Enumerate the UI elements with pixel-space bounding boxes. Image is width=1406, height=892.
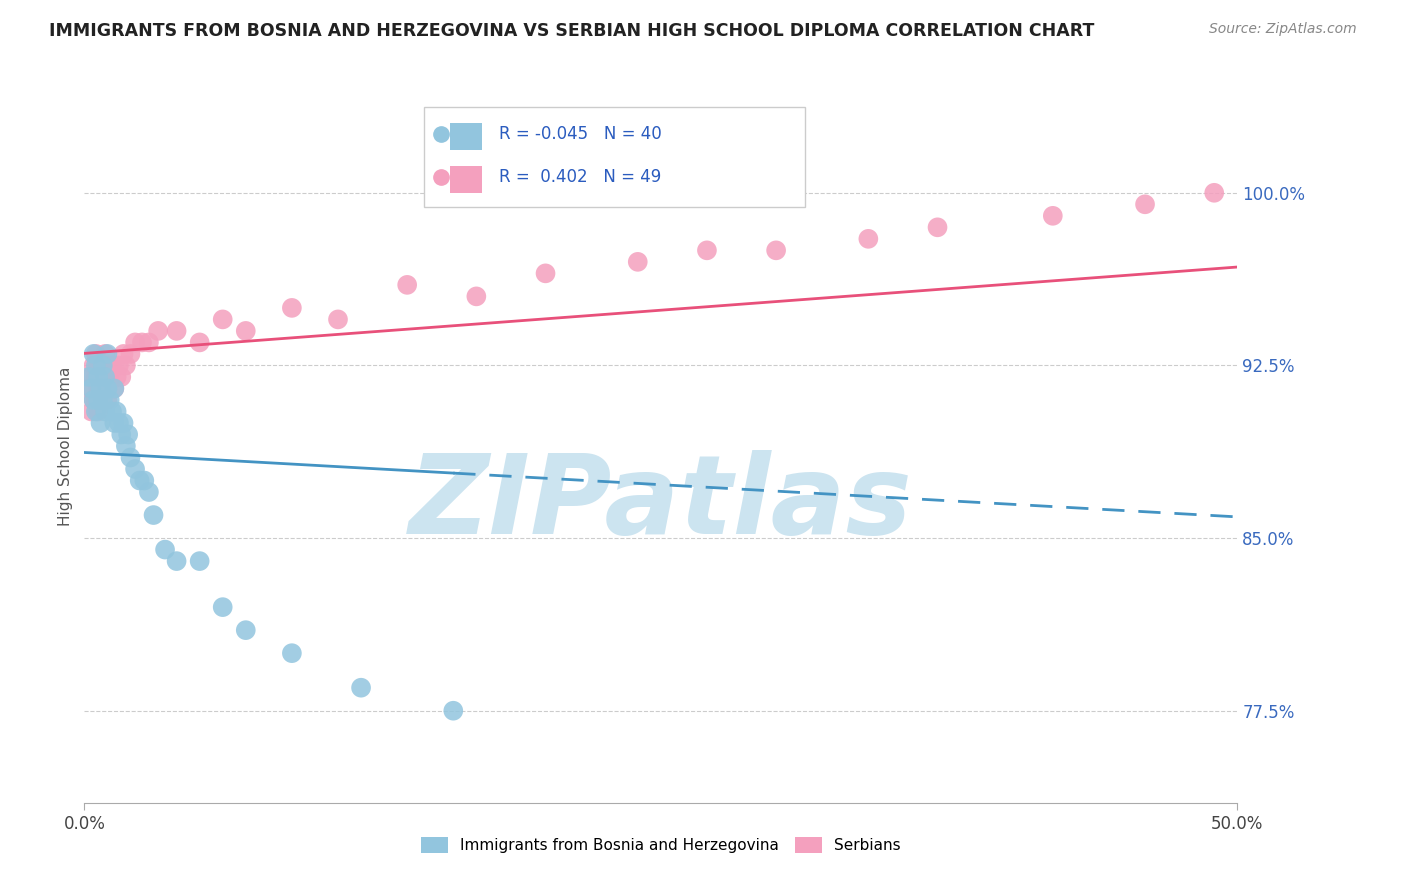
Y-axis label: High School Diploma: High School Diploma [58, 367, 73, 525]
Point [211, 312, 233, 326]
Point [110, 370, 132, 384]
Point [96, 359, 118, 373]
Point [87, 404, 110, 418]
Point [441, 704, 464, 718]
Point [124, 462, 146, 476]
Point [87, 359, 110, 373]
Point [696, 244, 718, 258]
Point [465, 289, 488, 303]
Point [84, 359, 107, 373]
Point [281, 301, 304, 315]
Point [188, 554, 211, 568]
Point [103, 381, 125, 395]
Point [105, 404, 128, 418]
Legend: Immigrants from Bosnia and Herzegovina, Serbians: Immigrants from Bosnia and Herzegovina, … [415, 831, 907, 859]
Point [83, 392, 105, 407]
Point [534, 266, 557, 280]
Point [87, 381, 110, 395]
Point [94, 347, 117, 361]
Point [627, 255, 650, 269]
FancyBboxPatch shape [450, 166, 482, 193]
Point [188, 335, 211, 350]
Point [326, 312, 349, 326]
Point [108, 359, 131, 373]
Point [117, 427, 139, 442]
Point [96, 392, 118, 407]
Point [77, 370, 100, 384]
Point [138, 335, 160, 350]
Point [87, 370, 110, 384]
Point [87, 392, 110, 407]
Point [101, 359, 124, 373]
Point [89, 416, 111, 430]
Point [235, 324, 257, 338]
Point [80, 370, 103, 384]
Point [101, 404, 124, 418]
Text: R =  0.402   N = 49: R = 0.402 N = 49 [499, 168, 662, 186]
Point [103, 416, 125, 430]
Point [765, 244, 787, 258]
Point [84, 404, 107, 418]
Point [153, 542, 176, 557]
Point [91, 359, 114, 373]
Point [927, 220, 949, 235]
Point [89, 370, 111, 384]
Point [91, 359, 114, 373]
Point [350, 681, 373, 695]
Point [128, 474, 150, 488]
Point [108, 416, 131, 430]
Point [115, 439, 138, 453]
Text: Source: ZipAtlas.com: Source: ZipAtlas.com [1209, 22, 1357, 37]
Point [89, 392, 111, 407]
Point [94, 370, 117, 384]
Point [120, 450, 142, 465]
Point [142, 508, 165, 522]
Text: IMMIGRANTS FROM BOSNIA AND HERZEGOVINA VS SERBIAN HIGH SCHOOL DIPLOMA CORRELATIO: IMMIGRANTS FROM BOSNIA AND HERZEGOVINA V… [49, 22, 1095, 40]
Point [166, 554, 188, 568]
Point [77, 381, 100, 395]
Point [396, 277, 419, 292]
Point [84, 370, 107, 384]
Point [91, 392, 114, 407]
Point [115, 359, 138, 373]
Point [120, 347, 142, 361]
Point [80, 381, 103, 395]
Point [110, 427, 132, 442]
Point [1133, 197, 1156, 211]
Point [134, 474, 156, 488]
Point [84, 392, 107, 407]
Point [84, 347, 107, 361]
Point [83, 347, 105, 361]
Point [80, 404, 103, 418]
Text: R = -0.045   N = 40: R = -0.045 N = 40 [499, 125, 662, 143]
Point [146, 324, 169, 338]
Point [1204, 186, 1226, 200]
Point [112, 347, 135, 361]
Point [83, 392, 105, 407]
Point [281, 646, 304, 660]
Point [103, 381, 125, 395]
Point [138, 485, 160, 500]
Point [124, 335, 146, 350]
Point [96, 381, 118, 395]
Point [89, 381, 111, 395]
Point [211, 600, 233, 615]
Point [1042, 209, 1064, 223]
Point [112, 416, 135, 430]
Point [98, 370, 121, 384]
Point [94, 404, 117, 418]
Point [83, 359, 105, 373]
Point [105, 370, 128, 384]
FancyBboxPatch shape [425, 107, 806, 207]
Point [94, 370, 117, 384]
FancyBboxPatch shape [450, 123, 482, 150]
Point [98, 392, 121, 407]
Point [235, 623, 257, 637]
Point [96, 347, 118, 361]
Point [858, 232, 880, 246]
Point [166, 324, 188, 338]
Point [91, 381, 114, 395]
Point [131, 335, 153, 350]
Text: ZIPatlas: ZIPatlas [409, 450, 912, 557]
